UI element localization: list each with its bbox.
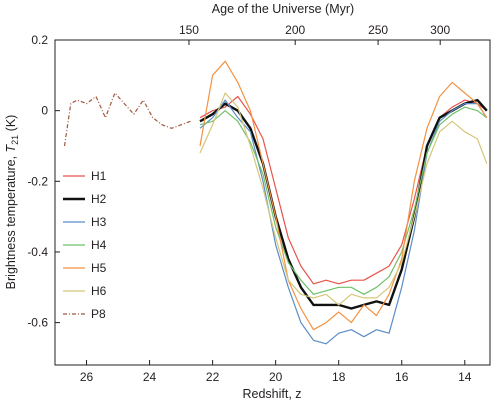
top-tick-label-300: 300 (430, 23, 450, 37)
legend-label-h6: H6 (91, 284, 107, 298)
series-line-h5 (199, 60, 488, 331)
y-tick-label-0-6: -0.6 (27, 316, 48, 330)
top-axis: 150 200 250 300 (179, 23, 451, 45)
series-line-h4 (199, 106, 488, 295)
legend-label-h5: H5 (91, 261, 107, 275)
top-axis-title: Age of the Universe (Myr) (212, 2, 354, 16)
y-tick-label-0-2: -0.2 (27, 174, 48, 188)
legend-label-p8: P8 (91, 307, 106, 321)
y-axis-title: Brightness temperature, T21 (K) (4, 115, 20, 290)
series-layer (63, 60, 488, 345)
series-line-h2 (199, 98, 488, 310)
x-tick-label-20: 20 (269, 370, 283, 384)
x-tick-label-26: 26 (80, 370, 94, 384)
x-tick-label-14: 14 (458, 370, 472, 384)
legend: H1 H2 H3 H4 H5 H6 P8 (63, 169, 107, 321)
y-tick-label-0: 0 (41, 104, 48, 118)
plot-frame (54, 39, 491, 366)
y-tick-label-0-2: 0.2 (31, 33, 48, 47)
y-axis: 0.2 0 -0.2 -0.4 -0.6 (27, 33, 60, 330)
series-line-h6 (199, 92, 488, 306)
y-tick-label-0-4: -0.4 (27, 245, 48, 259)
x-axis: 26 24 22 20 18 16 14 (80, 360, 472, 384)
x-tick-label-18: 18 (332, 370, 346, 384)
x-axis-title: Redshift, z (242, 387, 301, 401)
x-tick-label-24: 24 (143, 370, 157, 384)
top-tick-label-250: 250 (368, 23, 388, 37)
legend-label-h2: H2 (91, 192, 107, 206)
legend-label-h1: H1 (91, 169, 107, 183)
top-tick-label-150: 150 (179, 23, 199, 37)
series-line-h3 (199, 99, 488, 345)
series-line-p8 (63, 92, 191, 147)
legend-label-h3: H3 (91, 215, 107, 229)
x-tick-label-16: 16 (395, 370, 409, 384)
x-tick-label-22: 22 (206, 370, 220, 384)
top-tick-label-200: 200 (285, 23, 305, 37)
legend-label-h4: H4 (91, 238, 107, 252)
